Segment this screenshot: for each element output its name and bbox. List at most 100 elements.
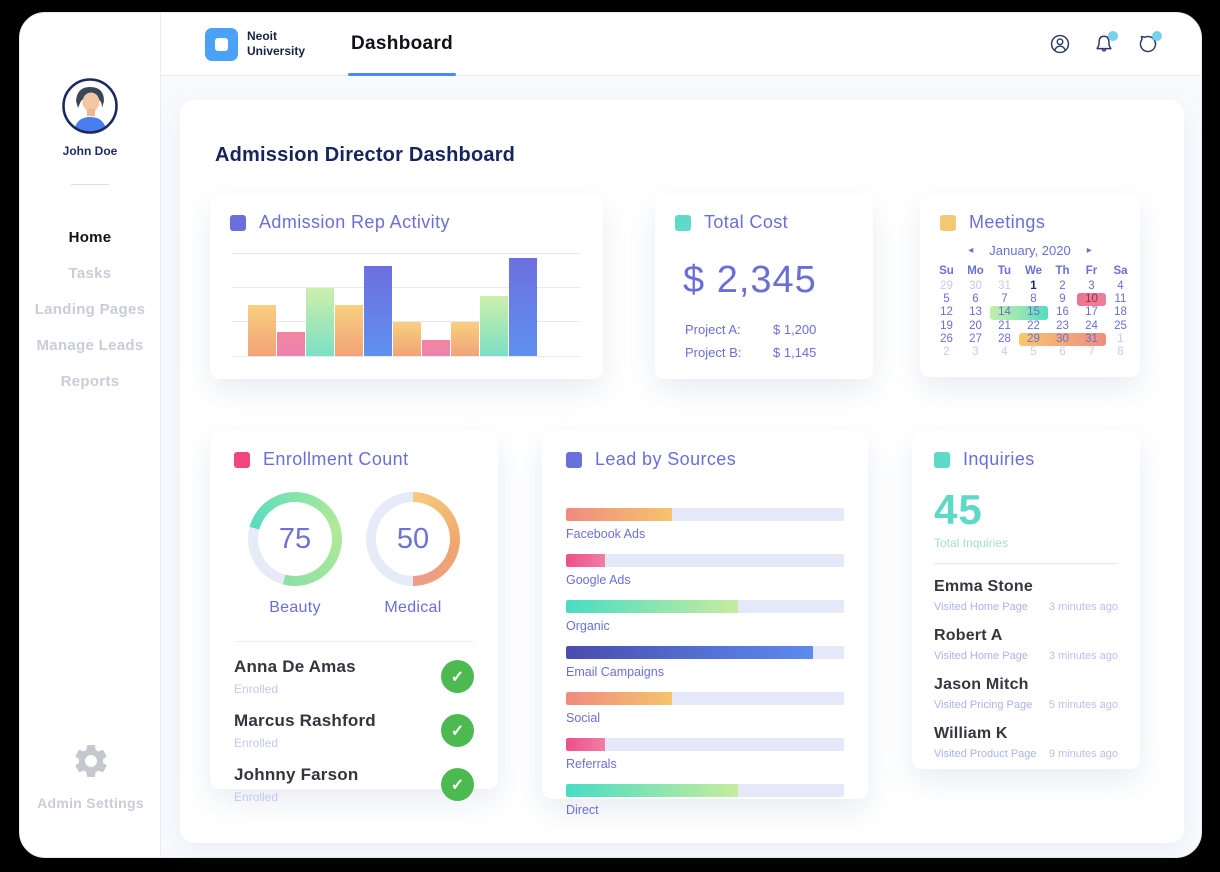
logo[interactable]: Neoit University [205, 27, 305, 61]
calendar-day[interactable]: 28 [998, 332, 1011, 345]
rep-activity-bar [335, 304, 363, 356]
calendar-day[interactable]: 25 [1114, 319, 1127, 332]
visited-page: Visited Home Page [934, 650, 1028, 662]
lead-bar-track [566, 646, 844, 659]
calendar-day[interactable]: 31 [1077, 332, 1106, 346]
calendar-day[interactable]: 15 [1019, 306, 1048, 320]
calendar-day[interactable]: 6 [1059, 345, 1066, 358]
calendar-day[interactable]: 1 [1117, 332, 1124, 345]
sidebar-item-home[interactable]: Home [68, 229, 112, 246]
visited-page: Visited Home Page [934, 601, 1028, 613]
student-name: Johnny Farson [234, 765, 359, 784]
visit-time: 5 minutes ago [1048, 699, 1118, 711]
rep-activity-bar [277, 332, 305, 356]
calendar-day[interactable]: 8 [1117, 345, 1124, 358]
lead-bar-fill [566, 554, 605, 567]
calendar-day[interactable]: 1 [1030, 280, 1037, 292]
profile-icon[interactable] [1049, 33, 1071, 55]
calendar-day[interactable]: 17 [1085, 306, 1098, 319]
next-month-icon[interactable]: ▸ [1086, 245, 1092, 256]
chat-icon[interactable] [1137, 31, 1162, 55]
donut-label: Medical [384, 599, 442, 616]
calendar-day[interactable]: 7 [1088, 345, 1095, 358]
calendar-day[interactable]: 31 [998, 280, 1011, 292]
calendar-day[interactable]: 3 [1088, 280, 1095, 292]
student-status: Enrolled [234, 790, 279, 804]
calendar-day[interactable]: 4 [1001, 345, 1008, 358]
lead-source-row: Facebook Ads [566, 508, 844, 541]
calendar-day[interactable]: 8 [1030, 293, 1037, 306]
divider [934, 563, 1118, 564]
visit-time: 3 minutes ago [1048, 601, 1118, 613]
rep-activity-bar [306, 288, 334, 356]
card-enrollment-count: Enrollment Count 75 Beauty 50 [210, 431, 498, 804]
calendar-day[interactable]: 14 [990, 306, 1019, 320]
lead-source-row: Organic [566, 600, 844, 633]
visit-time: 3 minutes ago [1048, 650, 1118, 662]
sidebar-item-manage-leads[interactable]: Manage Leads [36, 337, 144, 354]
student-list: Anna De Amas Enrolled ✓ Marcus Rashford Enro… [234, 657, 474, 804]
calendar-day[interactable]: 21 [998, 319, 1011, 332]
donut-beauty: 75 Beauty [248, 492, 342, 617]
app-window: John Doe Home Tasks Landing Pages Manage Le… [19, 12, 1202, 858]
lead-sources-bar-chart: Facebook Ads Google Ads Organic Email Campa… [566, 508, 844, 817]
sidebar-item-tasks[interactable]: Tasks [68, 265, 112, 282]
tab-dashboard[interactable]: Dashboard [348, 13, 456, 76]
calendar-day[interactable]: 23 [1056, 319, 1069, 332]
calendar-day[interactable]: 5 [1030, 345, 1037, 358]
calendar-day[interactable]: 6 [972, 293, 979, 306]
calendar-day[interactable]: 20 [969, 319, 982, 332]
prev-month-icon[interactable]: ◂ [968, 245, 974, 256]
legend-square-icon [934, 451, 950, 468]
calendar-day[interactable]: 3 [972, 345, 979, 358]
calendar-day[interactable]: 13 [969, 306, 982, 319]
sidebar-item-reports[interactable]: Reports [60, 373, 120, 390]
calendar-day[interactable]: 29 [1019, 332, 1048, 346]
visitor-name: Jason Mitch [934, 676, 1029, 693]
calendar-day-header: Sa [1113, 265, 1128, 277]
sidebar-item-landing-pages[interactable]: Landing Pages [34, 301, 146, 318]
user-name: John Doe [62, 144, 118, 158]
card-meetings: Meetings ◂ January, 2020 ▸ Su Mo Tu We Th Fr S… [920, 194, 1140, 377]
calendar-day[interactable]: 18 [1114, 306, 1127, 319]
lead-bar-fill [566, 692, 672, 705]
calendar-day[interactable]: 19 [940, 319, 953, 332]
calendar-month-label: January, 2020 [989, 243, 1071, 258]
calendar-day[interactable]: 30 [1048, 332, 1077, 346]
calendar-day[interactable]: 30 [969, 280, 982, 292]
main-content: Admission Director Dashboard Admission R… [161, 76, 1201, 857]
lead-bar-fill [566, 738, 605, 751]
calendar-day[interactable]: 9 [1059, 293, 1066, 306]
calendar-day[interactable]: 29 [940, 280, 953, 292]
card-title: Inquiries [963, 449, 1035, 469]
lead-bar-track [566, 738, 844, 751]
card-title: Total Cost [704, 212, 789, 232]
gear-icon [74, 745, 107, 777]
legend-square-icon [230, 214, 246, 231]
calendar-day[interactable]: 26 [940, 332, 953, 345]
lead-source-label: Google Ads [566, 573, 631, 587]
card-title: Meetings [969, 212, 1046, 232]
calendar-day[interactable]: 22 [1027, 319, 1040, 332]
visitor-row: Jason Mitch Visited Pricing Page 5 minutes… [934, 676, 1118, 711]
calendar-day[interactable]: 7 [1001, 293, 1008, 306]
calendar-day[interactable]: 2 [943, 345, 950, 358]
calendar-day[interactable]: 2 [1059, 280, 1066, 292]
calendar-day[interactable]: 10 [1077, 293, 1106, 307]
notification-dot [1108, 31, 1118, 41]
calendar-day[interactable]: 5 [943, 293, 950, 306]
visitor-row: Emma Stone Visited Home Page 3 minutes ago [934, 578, 1118, 613]
rep-activity-bar [451, 322, 479, 356]
bell-icon[interactable] [1093, 31, 1118, 55]
visitor-name: Emma Stone [934, 578, 1033, 595]
calendar-day[interactable]: 11 [1114, 293, 1127, 306]
calendar-day[interactable]: 16 [1056, 306, 1069, 319]
lead-source-row: Social [566, 692, 844, 725]
calendar-day[interactable]: 27 [969, 332, 982, 345]
card-lead-by-sources: Lead by Sources Facebook Ads Google Ads Or… [542, 431, 868, 817]
calendar-day[interactable]: 4 [1117, 280, 1124, 292]
calendar-day[interactable]: 12 [940, 306, 953, 319]
visitor-row: William K Visited Product Page 9 minutes a… [934, 725, 1118, 760]
calendar-day[interactable]: 24 [1085, 319, 1098, 332]
admin-settings[interactable]: Admin Settings [20, 741, 161, 811]
